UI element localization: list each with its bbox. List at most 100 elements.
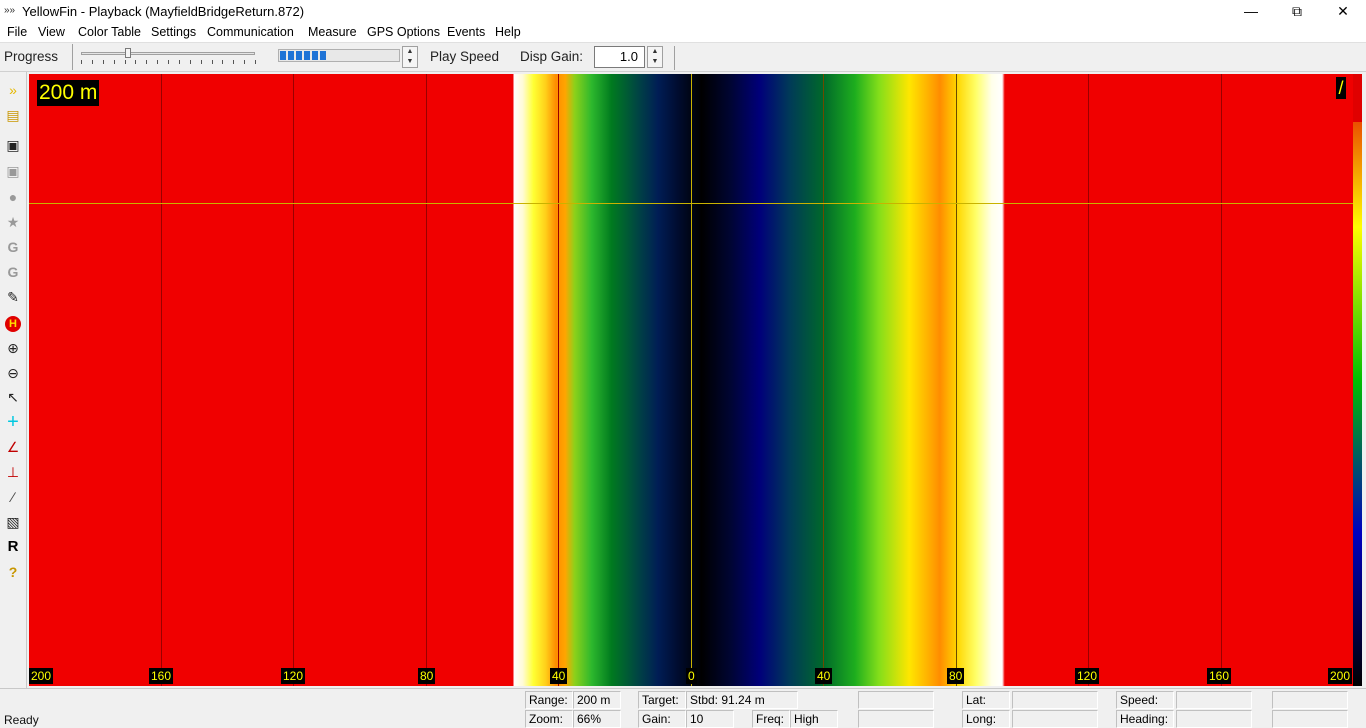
grid-line bbox=[1088, 74, 1089, 686]
h-marker-icon[interactable]: H bbox=[3, 312, 23, 332]
zoom-value: 66% bbox=[573, 710, 621, 728]
pointer-icon[interactable]: ↖ bbox=[7, 389, 19, 405]
freq-caption: Freq: bbox=[752, 710, 790, 728]
menu-bar: File View Color Table Settings Communica… bbox=[0, 23, 1366, 43]
slider-tick bbox=[244, 60, 246, 64]
color-table-icon[interactable]: ▧ bbox=[6, 514, 20, 530]
axis-label: 160 bbox=[149, 668, 174, 684]
lat-value bbox=[1012, 691, 1098, 709]
menu-measure[interactable]: Measure bbox=[308, 25, 357, 39]
star-icon: ★ bbox=[6, 214, 20, 230]
title-bar: »» YellowFin - Playback (MayfieldBridgeR… bbox=[0, 0, 1366, 23]
axis-label: 120 bbox=[1075, 668, 1100, 684]
axis-label: 80 bbox=[418, 668, 436, 684]
grid-line bbox=[1221, 74, 1222, 686]
open-folder-icon[interactable]: ▤ bbox=[6, 107, 20, 123]
heading-caption: Heading: bbox=[1116, 710, 1174, 728]
progress-slider[interactable] bbox=[72, 44, 262, 70]
slider-tick bbox=[211, 60, 213, 64]
slider-tick bbox=[135, 60, 137, 64]
disp-gain-spinner[interactable]: ▲ ▼ bbox=[647, 46, 663, 68]
axis-label: 200 bbox=[29, 668, 54, 684]
slider-tick bbox=[178, 60, 180, 64]
slider-tick bbox=[222, 60, 224, 64]
r-icon[interactable]: R bbox=[7, 538, 19, 555]
menu-file[interactable]: File bbox=[7, 25, 28, 39]
balloon-icon: ● bbox=[8, 189, 18, 205]
help-icon[interactable]: ? bbox=[8, 564, 18, 580]
empty-field bbox=[1272, 691, 1348, 709]
play-speed-fill bbox=[280, 51, 328, 60]
menu-gps-options[interactable]: GPS Options bbox=[367, 25, 440, 39]
lat-caption: Lat: bbox=[962, 691, 1010, 709]
grid-line bbox=[956, 74, 957, 686]
speed-value bbox=[1176, 691, 1252, 709]
ruler-icon[interactable]: ∕ bbox=[11, 489, 15, 505]
heading-value bbox=[1176, 710, 1252, 728]
disp-gain-input[interactable]: 1.0 bbox=[594, 46, 645, 68]
target-caption: Target: bbox=[638, 691, 686, 709]
gps-g-icon: G bbox=[7, 239, 19, 255]
axis-label: 80 bbox=[947, 668, 965, 684]
zoom-in-icon[interactable]: ⊕ bbox=[7, 340, 19, 356]
freq-value: High bbox=[790, 710, 838, 728]
grid-line bbox=[558, 74, 559, 686]
axis-label: 160 bbox=[1207, 668, 1232, 684]
minimize-button[interactable]: — bbox=[1244, 3, 1258, 19]
progress-thumb[interactable] bbox=[124, 48, 131, 58]
slider-tick bbox=[91, 60, 93, 64]
axis-label: 40 bbox=[550, 668, 568, 684]
menu-events[interactable]: Events bbox=[447, 25, 486, 39]
slider-tick bbox=[157, 60, 159, 64]
cursor-line bbox=[29, 203, 1353, 204]
close-button[interactable]: ✕ bbox=[1337, 3, 1349, 19]
progress-track bbox=[81, 52, 255, 55]
spin-down-icon[interactable]: ▼ bbox=[651, 58, 659, 65]
gain-value: 10 bbox=[686, 710, 734, 728]
maximize-button[interactable]: ⧉ bbox=[1292, 3, 1302, 19]
menu-settings[interactable]: Settings bbox=[151, 25, 197, 39]
gain-caption: Gain: bbox=[638, 710, 686, 728]
spin-up-icon[interactable]: ▲ bbox=[406, 48, 414, 55]
grid-line bbox=[161, 74, 162, 686]
range-label: 200 m bbox=[37, 80, 100, 106]
grid-line bbox=[293, 74, 294, 686]
measure-angle-icon[interactable]: ∠ bbox=[6, 439, 20, 455]
menu-communication[interactable]: Communication bbox=[207, 25, 294, 39]
crosshair-icon[interactable]: + bbox=[7, 411, 19, 433]
spin-down-icon[interactable]: ▼ bbox=[406, 58, 414, 65]
play-speed-spinner[interactable]: ▲ ▼ bbox=[402, 46, 418, 68]
app-icon: »» bbox=[4, 5, 16, 16]
zoom-out-icon[interactable]: ⊖ bbox=[7, 365, 19, 381]
slider-tick bbox=[255, 60, 256, 64]
slider-tick bbox=[81, 60, 82, 64]
save-icon[interactable]: ▣ bbox=[6, 137, 20, 153]
play-forward-icon[interactable]: » bbox=[9, 82, 17, 98]
range-caption: Range: bbox=[525, 691, 573, 709]
long-value bbox=[1012, 710, 1098, 728]
empty-field bbox=[1272, 710, 1348, 728]
slider-tick bbox=[168, 60, 169, 64]
measure-distance-icon[interactable]: ⊥ bbox=[6, 464, 20, 480]
slider-tick bbox=[200, 60, 202, 64]
slider-tick bbox=[102, 60, 104, 64]
gps-g2-icon: G bbox=[7, 264, 19, 280]
spin-up-icon[interactable]: ▲ bbox=[651, 48, 659, 55]
toolbar bbox=[0, 44, 1366, 72]
slider-tick bbox=[124, 60, 126, 64]
menu-help[interactable]: Help bbox=[495, 25, 521, 39]
range-value: 200 m bbox=[573, 691, 621, 709]
menu-view[interactable]: View bbox=[38, 25, 65, 39]
speed-caption: Speed: bbox=[1116, 691, 1174, 709]
empty-field bbox=[858, 710, 934, 728]
zoom-caption: Zoom: bbox=[525, 710, 573, 728]
sonar-display[interactable]: 200 m / 200 160 120 80 40 0 40 80 120 16… bbox=[29, 74, 1353, 686]
eraser-icon[interactable]: ✎ bbox=[7, 289, 19, 305]
play-speed-bar[interactable] bbox=[278, 49, 400, 62]
progress-label: Progress bbox=[4, 49, 59, 64]
grid-line bbox=[426, 74, 427, 686]
color-scale-bar bbox=[1353, 74, 1362, 686]
empty-field bbox=[858, 691, 934, 709]
menu-color-table[interactable]: Color Table bbox=[78, 25, 142, 39]
grid-line bbox=[823, 74, 824, 686]
